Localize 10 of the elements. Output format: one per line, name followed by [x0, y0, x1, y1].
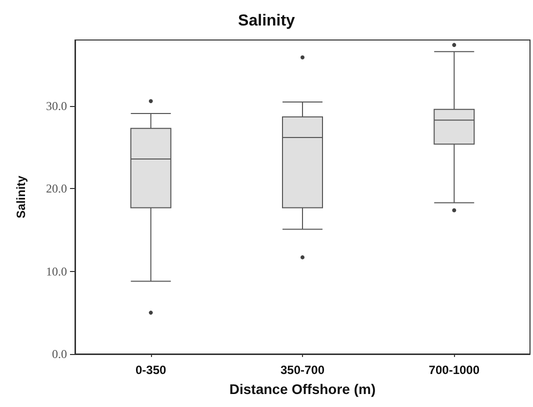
y-tick-label: 30.0 [46, 99, 67, 114]
x-axis-title: Distance Offshore (m) [229, 381, 376, 397]
x-tick-label: 700-1000 [428, 363, 480, 377]
y-tick-label: 20.0 [46, 182, 67, 196]
y-tick-label: 10.0 [46, 264, 67, 278]
x-tick-label: 0-350 [135, 363, 166, 377]
x-tick-label: 350-700 [280, 363, 325, 377]
y-tick-label: 0.0 [52, 347, 67, 361]
chart-title: Salinity [238, 12, 296, 30]
y-axis-title: Salinity [14, 175, 28, 218]
